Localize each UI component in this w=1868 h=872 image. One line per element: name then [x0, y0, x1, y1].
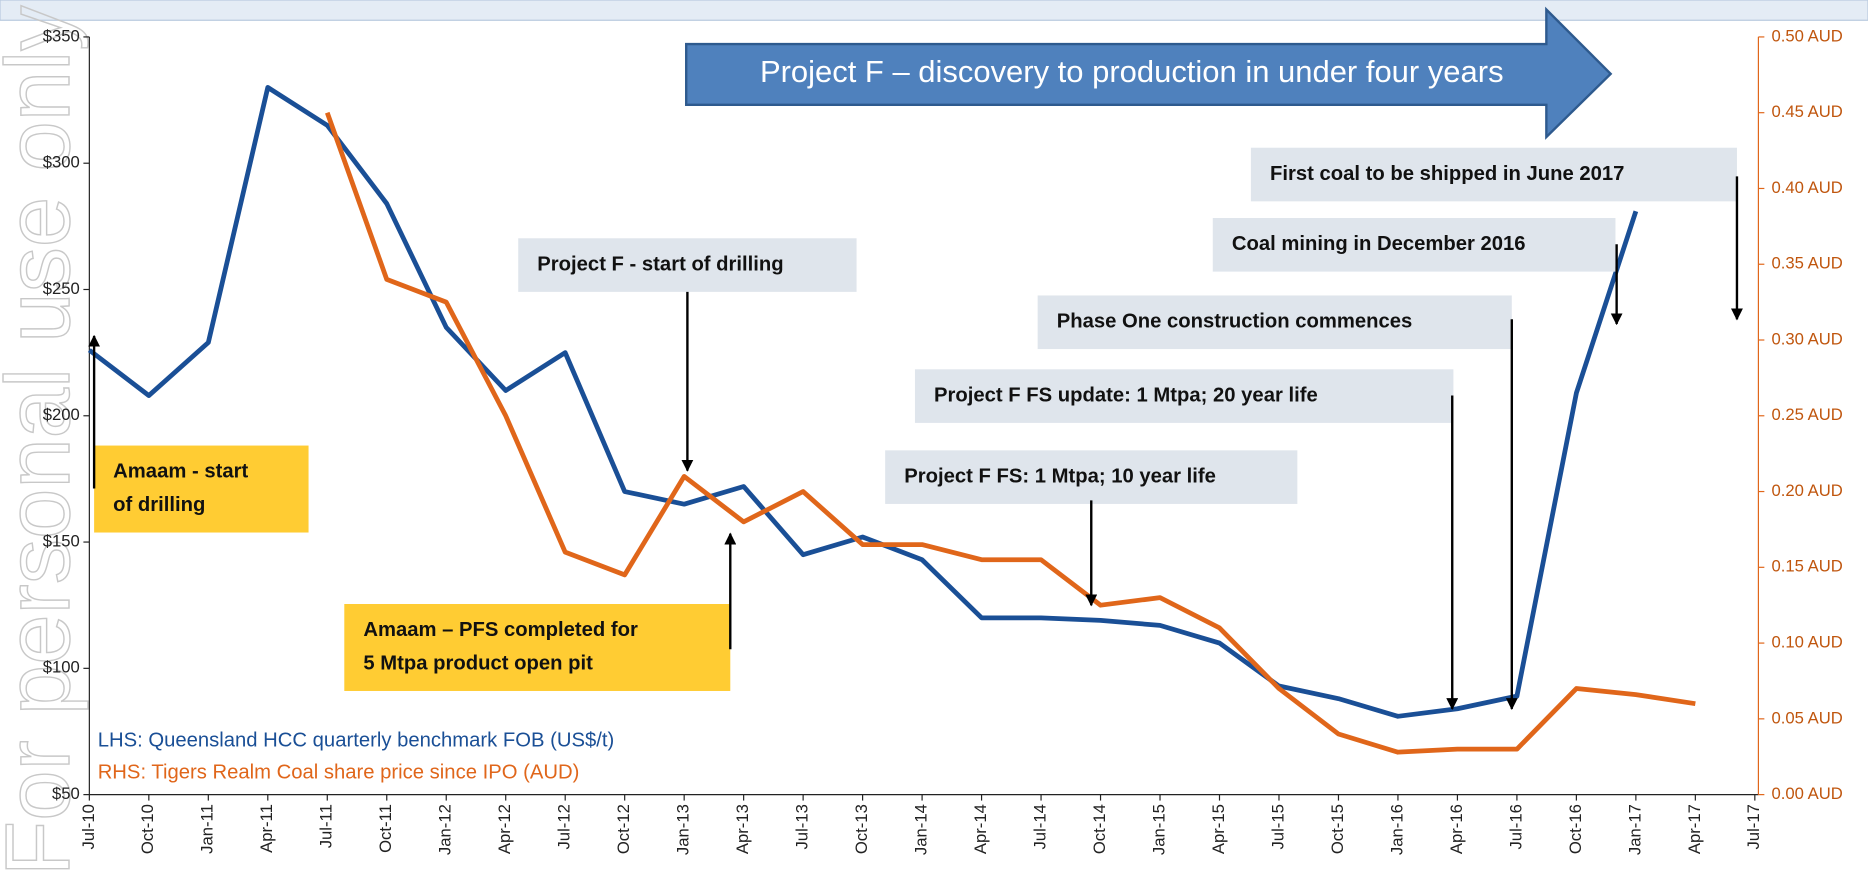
y2-tick-label: 0.00 AUD — [1772, 784, 1843, 803]
y-tick-label: $350 — [43, 26, 80, 45]
watermark: For personal use only — [0, 5, 89, 872]
annotation-text: Project F - start of drilling — [537, 253, 783, 275]
y2-tick-label: 0.45 AUD — [1772, 102, 1843, 121]
series-line — [87, 85, 1639, 719]
series-line — [325, 111, 1696, 755]
annotation-text: Phase One construction commences — [1057, 311, 1413, 333]
annotation-box — [94, 445, 309, 533]
x-tick-label: Oct-14 — [1090, 804, 1109, 854]
annotation-text: Amaam - start — [113, 461, 248, 483]
x-tick-label: Oct-16 — [1566, 804, 1585, 854]
x-tick-label: Jul-13 — [793, 804, 812, 849]
x-tick-label: Jan-12 — [436, 804, 455, 855]
x-tick-label: Apr-17 — [1685, 804, 1704, 854]
x-tick-label: Apr-12 — [495, 804, 514, 854]
legend-entry: RHS: Tigers Realm Coal share price since… — [98, 762, 580, 784]
x-tick-label: Apr-15 — [1209, 804, 1228, 854]
annotation-text: Coal mining in December 2016 — [1232, 233, 1526, 255]
y2-tick-label: 0.15 AUD — [1772, 557, 1843, 576]
y2-tick-label: 0.05 AUD — [1772, 708, 1843, 727]
x-tick-label: Apr-16 — [1447, 804, 1466, 854]
x-tick-label: Jan-13 — [674, 804, 693, 855]
x-tick-label: Jul-10 — [79, 804, 98, 849]
x-tick-label: Jan-15 — [1149, 804, 1168, 855]
y2-tick-label: 0.25 AUD — [1772, 405, 1843, 424]
annotation-text: 5 Mtpa product open pit — [363, 653, 593, 675]
annotation-text: Amaam – PFS completed for — [363, 619, 638, 641]
y2-tick-label: 0.35 AUD — [1772, 254, 1843, 273]
y-tick-label: $50 — [52, 784, 80, 803]
y-tick-label: $200 — [43, 405, 80, 424]
x-tick-label: Apr-14 — [971, 804, 990, 854]
y2-tick-label: 0.20 AUD — [1772, 481, 1843, 500]
y-tick-label: $250 — [43, 279, 80, 298]
x-tick-label: Jul-14 — [1030, 804, 1049, 849]
y2-tick-label: 0.30 AUD — [1772, 329, 1843, 348]
y-tick-label: $100 — [43, 658, 80, 677]
x-tick-label: Apr-13 — [733, 804, 752, 854]
annotation-text: First coal to be shipped in June 2017 — [1270, 163, 1624, 185]
y2-tick-label: 0.40 AUD — [1772, 178, 1843, 197]
y-tick-label: $300 — [43, 153, 80, 172]
annotation-box — [344, 604, 731, 691]
x-tick-label: Oct-13 — [852, 804, 871, 854]
annotation-box — [885, 450, 1298, 504]
x-tick-label: Jul-15 — [1268, 804, 1287, 849]
x-tick-label: Jan-11 — [198, 804, 217, 854]
annotation-box — [1212, 218, 1616, 272]
annotation-text: Project F FS: 1 Mtpa; 10 year life — [904, 465, 1216, 487]
x-tick-label: Jan-16 — [1387, 804, 1406, 855]
x-tick-label: Oct-15 — [1328, 804, 1347, 854]
legend-entry: LHS: Queensland HCC quarterly benchmark … — [98, 729, 615, 751]
x-tick-label: Jan-14 — [911, 804, 930, 855]
banner-arrow — [685, 6, 1613, 140]
y2-tick-label: 0.10 AUD — [1772, 632, 1843, 651]
top-strip — [0, 0, 1868, 21]
x-tick-label: Oct-10 — [138, 804, 157, 854]
x-tick-label: Jul-12 — [555, 804, 574, 849]
x-tick-label: Jan-17 — [1625, 804, 1644, 855]
y-tick-label: $150 — [43, 531, 80, 550]
annotation-box — [518, 238, 857, 292]
annotation-text: of drilling — [113, 494, 205, 516]
annotation-box — [914, 369, 1454, 423]
x-tick-label: Jul-11 — [317, 804, 336, 848]
banner-text: Project F – discovery to production in u… — [760, 54, 1504, 89]
annotation-box — [1250, 147, 1737, 202]
x-tick-label: Jul-17 — [1744, 804, 1763, 849]
x-tick-label: Apr-11 — [257, 804, 276, 853]
x-tick-label: Jul-16 — [1506, 804, 1525, 849]
x-tick-label: Oct-12 — [614, 804, 633, 854]
annotation-box — [1037, 295, 1512, 350]
y2-tick-label: 0.50 AUD — [1772, 26, 1843, 45]
annotation-text: Project F FS update: 1 Mtpa; 20 year lif… — [934, 384, 1318, 406]
x-tick-label: Oct-11 — [376, 804, 395, 853]
